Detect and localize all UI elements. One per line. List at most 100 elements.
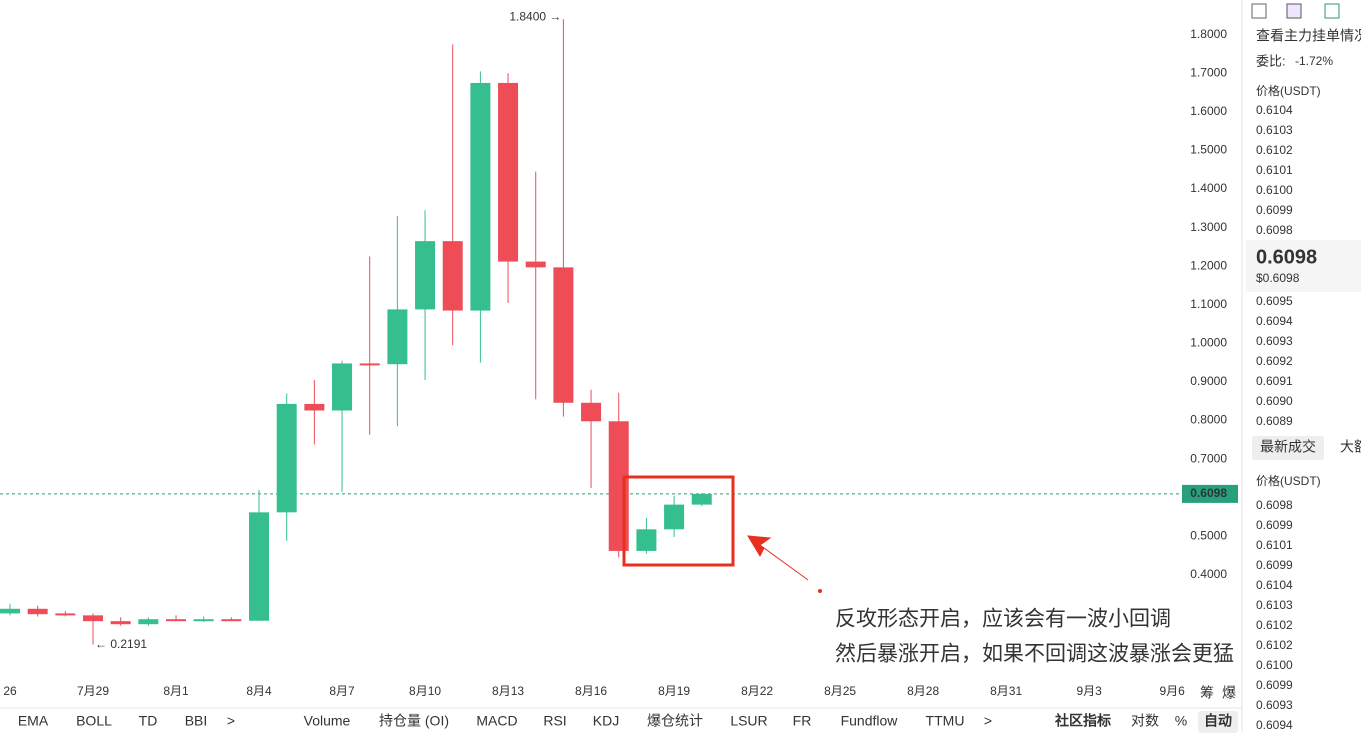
toolbar-item[interactable]: FR xyxy=(793,713,812,729)
annotation-text: 反攻形态开启，应该会有一波小回调 xyxy=(835,608,1171,631)
y-tick-label: 1.1000 xyxy=(1190,297,1227,311)
ask-price: 0.6098 xyxy=(1256,223,1293,237)
x-tick-label: 7月29 xyxy=(77,684,109,698)
toolbar-item[interactable]: > xyxy=(227,713,235,729)
auto-bg[interactable] xyxy=(1198,711,1238,733)
candle-body xyxy=(55,613,76,616)
tab-active-bg[interactable] xyxy=(1252,436,1324,460)
trade-price: 0.6104 xyxy=(1256,578,1293,592)
highlight-box xyxy=(622,475,735,567)
trades-tab[interactable]: 最新成交 xyxy=(1260,439,1316,455)
dot xyxy=(818,589,822,593)
trade-price: 0.6093 xyxy=(1256,698,1293,712)
trades-header: 价格(USDT) xyxy=(1256,473,1321,488)
trade-price: 0.6098 xyxy=(1256,498,1293,512)
candle-body xyxy=(304,403,325,411)
bid-price: 0.6091 xyxy=(1256,374,1293,388)
ask-price: 0.6099 xyxy=(1256,203,1293,217)
icon[interactable] xyxy=(1251,3,1267,19)
candle-body xyxy=(332,363,353,411)
candle-body xyxy=(359,363,380,366)
toolbar-item[interactable]: 社区指标 xyxy=(1054,713,1111,729)
bid-price: 0.6093 xyxy=(1256,334,1293,348)
ask-price: 0.6103 xyxy=(1256,123,1293,137)
x-tick-label: 8月25 xyxy=(824,684,856,698)
candle-body xyxy=(664,504,685,530)
side-label: 爆 xyxy=(1222,685,1236,701)
ob-header: 价格(USDT) xyxy=(1256,83,1321,98)
x-tick-label: 8月19 xyxy=(658,684,690,698)
bid-price: 0.6095 xyxy=(1256,294,1293,308)
candle-body xyxy=(0,608,20,614)
candle-body xyxy=(470,82,491,311)
trade-price: 0.6094 xyxy=(1256,718,1293,732)
ask-price: 0.6100 xyxy=(1256,183,1293,197)
last-price-bg xyxy=(1246,240,1361,292)
toolbar-item[interactable]: 爆仓统计 xyxy=(647,713,703,729)
candle-body xyxy=(276,403,297,513)
candle-body xyxy=(608,421,629,551)
trades-tab[interactable]: 大额 xyxy=(1340,439,1361,455)
toolbar-item[interactable]: 对数 xyxy=(1131,713,1159,729)
y-tick-label: 1.8000 xyxy=(1190,27,1227,41)
toolbar-item[interactable]: > xyxy=(984,713,992,729)
candle-body xyxy=(636,529,657,551)
x-tick-label: 8月1 xyxy=(163,684,189,698)
y-tick-label: 0.8000 xyxy=(1190,413,1227,427)
toolbar-item[interactable]: LSUR xyxy=(730,713,767,729)
current-price-tag xyxy=(1182,484,1238,503)
toolbar-item[interactable]: % xyxy=(1175,713,1187,729)
current-price-label: 0.6098 xyxy=(1190,486,1227,500)
candle-body xyxy=(442,241,463,311)
trade-price: 0.6103 xyxy=(1256,598,1293,612)
candle-body xyxy=(553,267,574,403)
candle-body xyxy=(387,309,408,365)
toolbar-item[interactable]: BOLL xyxy=(76,713,112,729)
trade-price: 0.6099 xyxy=(1256,558,1293,572)
candle-body xyxy=(166,619,187,622)
toolbar-item[interactable]: KDJ xyxy=(593,713,619,729)
ob-ratio: -1.72% xyxy=(1295,54,1333,68)
trade-price: 0.6099 xyxy=(1256,678,1293,692)
candle-body xyxy=(193,619,214,622)
annotation-text: 然后暴涨开启，如果不回调这波暴涨会更猛 xyxy=(835,643,1234,666)
toolbar-item[interactable]: Volume xyxy=(304,713,351,729)
toolbar-item[interactable]: 持仓量 (OI) xyxy=(379,713,449,729)
x-tick-label: 8月22 xyxy=(741,684,773,698)
candle-body xyxy=(581,402,602,422)
last-price: 0.6098 xyxy=(1256,246,1317,268)
toolbar-item[interactable]: MACD xyxy=(476,713,517,729)
x-tick-label: 8月31 xyxy=(990,684,1022,698)
candle-body xyxy=(525,261,546,268)
y-tick-label: 1.3000 xyxy=(1190,220,1227,234)
trade-price: 0.6101 xyxy=(1256,538,1293,552)
toolbar-item[interactable]: RSI xyxy=(543,713,566,729)
ask-price: 0.6104 xyxy=(1256,103,1293,117)
candle-body xyxy=(138,619,159,625)
candle-body xyxy=(110,621,131,625)
toolbar-item[interactable]: BBI xyxy=(185,713,208,729)
high-label: 1.8400 → xyxy=(509,9,561,23)
icon[interactable] xyxy=(1286,3,1302,19)
x-tick-label: 8月28 xyxy=(907,684,939,698)
toolbar-item[interactable]: Fundflow xyxy=(841,713,899,729)
ob-ratio-label: 委比: xyxy=(1256,53,1286,68)
x-tick-label: 26 xyxy=(3,684,17,698)
x-tick-label: 9月3 xyxy=(1076,684,1102,698)
toolbar-item[interactable]: EMA xyxy=(18,713,49,729)
toolbar-item[interactable]: TD xyxy=(139,713,158,729)
ob-title[interactable]: 查看主力挂单情况 xyxy=(1256,28,1361,44)
trade-price: 0.6102 xyxy=(1256,618,1293,632)
icon[interactable] xyxy=(1324,3,1340,19)
low-label: ← 0.2191 xyxy=(95,637,147,651)
trade-price: 0.6100 xyxy=(1256,658,1293,672)
y-tick-label: 0.4000 xyxy=(1190,567,1227,581)
bid-price: 0.6094 xyxy=(1256,314,1293,328)
toolbar-item[interactable]: 自动 xyxy=(1204,713,1232,729)
y-tick-label: 0.5000 xyxy=(1190,528,1227,542)
toolbar-item[interactable]: TTMU xyxy=(926,713,965,729)
arrow xyxy=(747,535,809,581)
bid-price: 0.6090 xyxy=(1256,394,1293,408)
